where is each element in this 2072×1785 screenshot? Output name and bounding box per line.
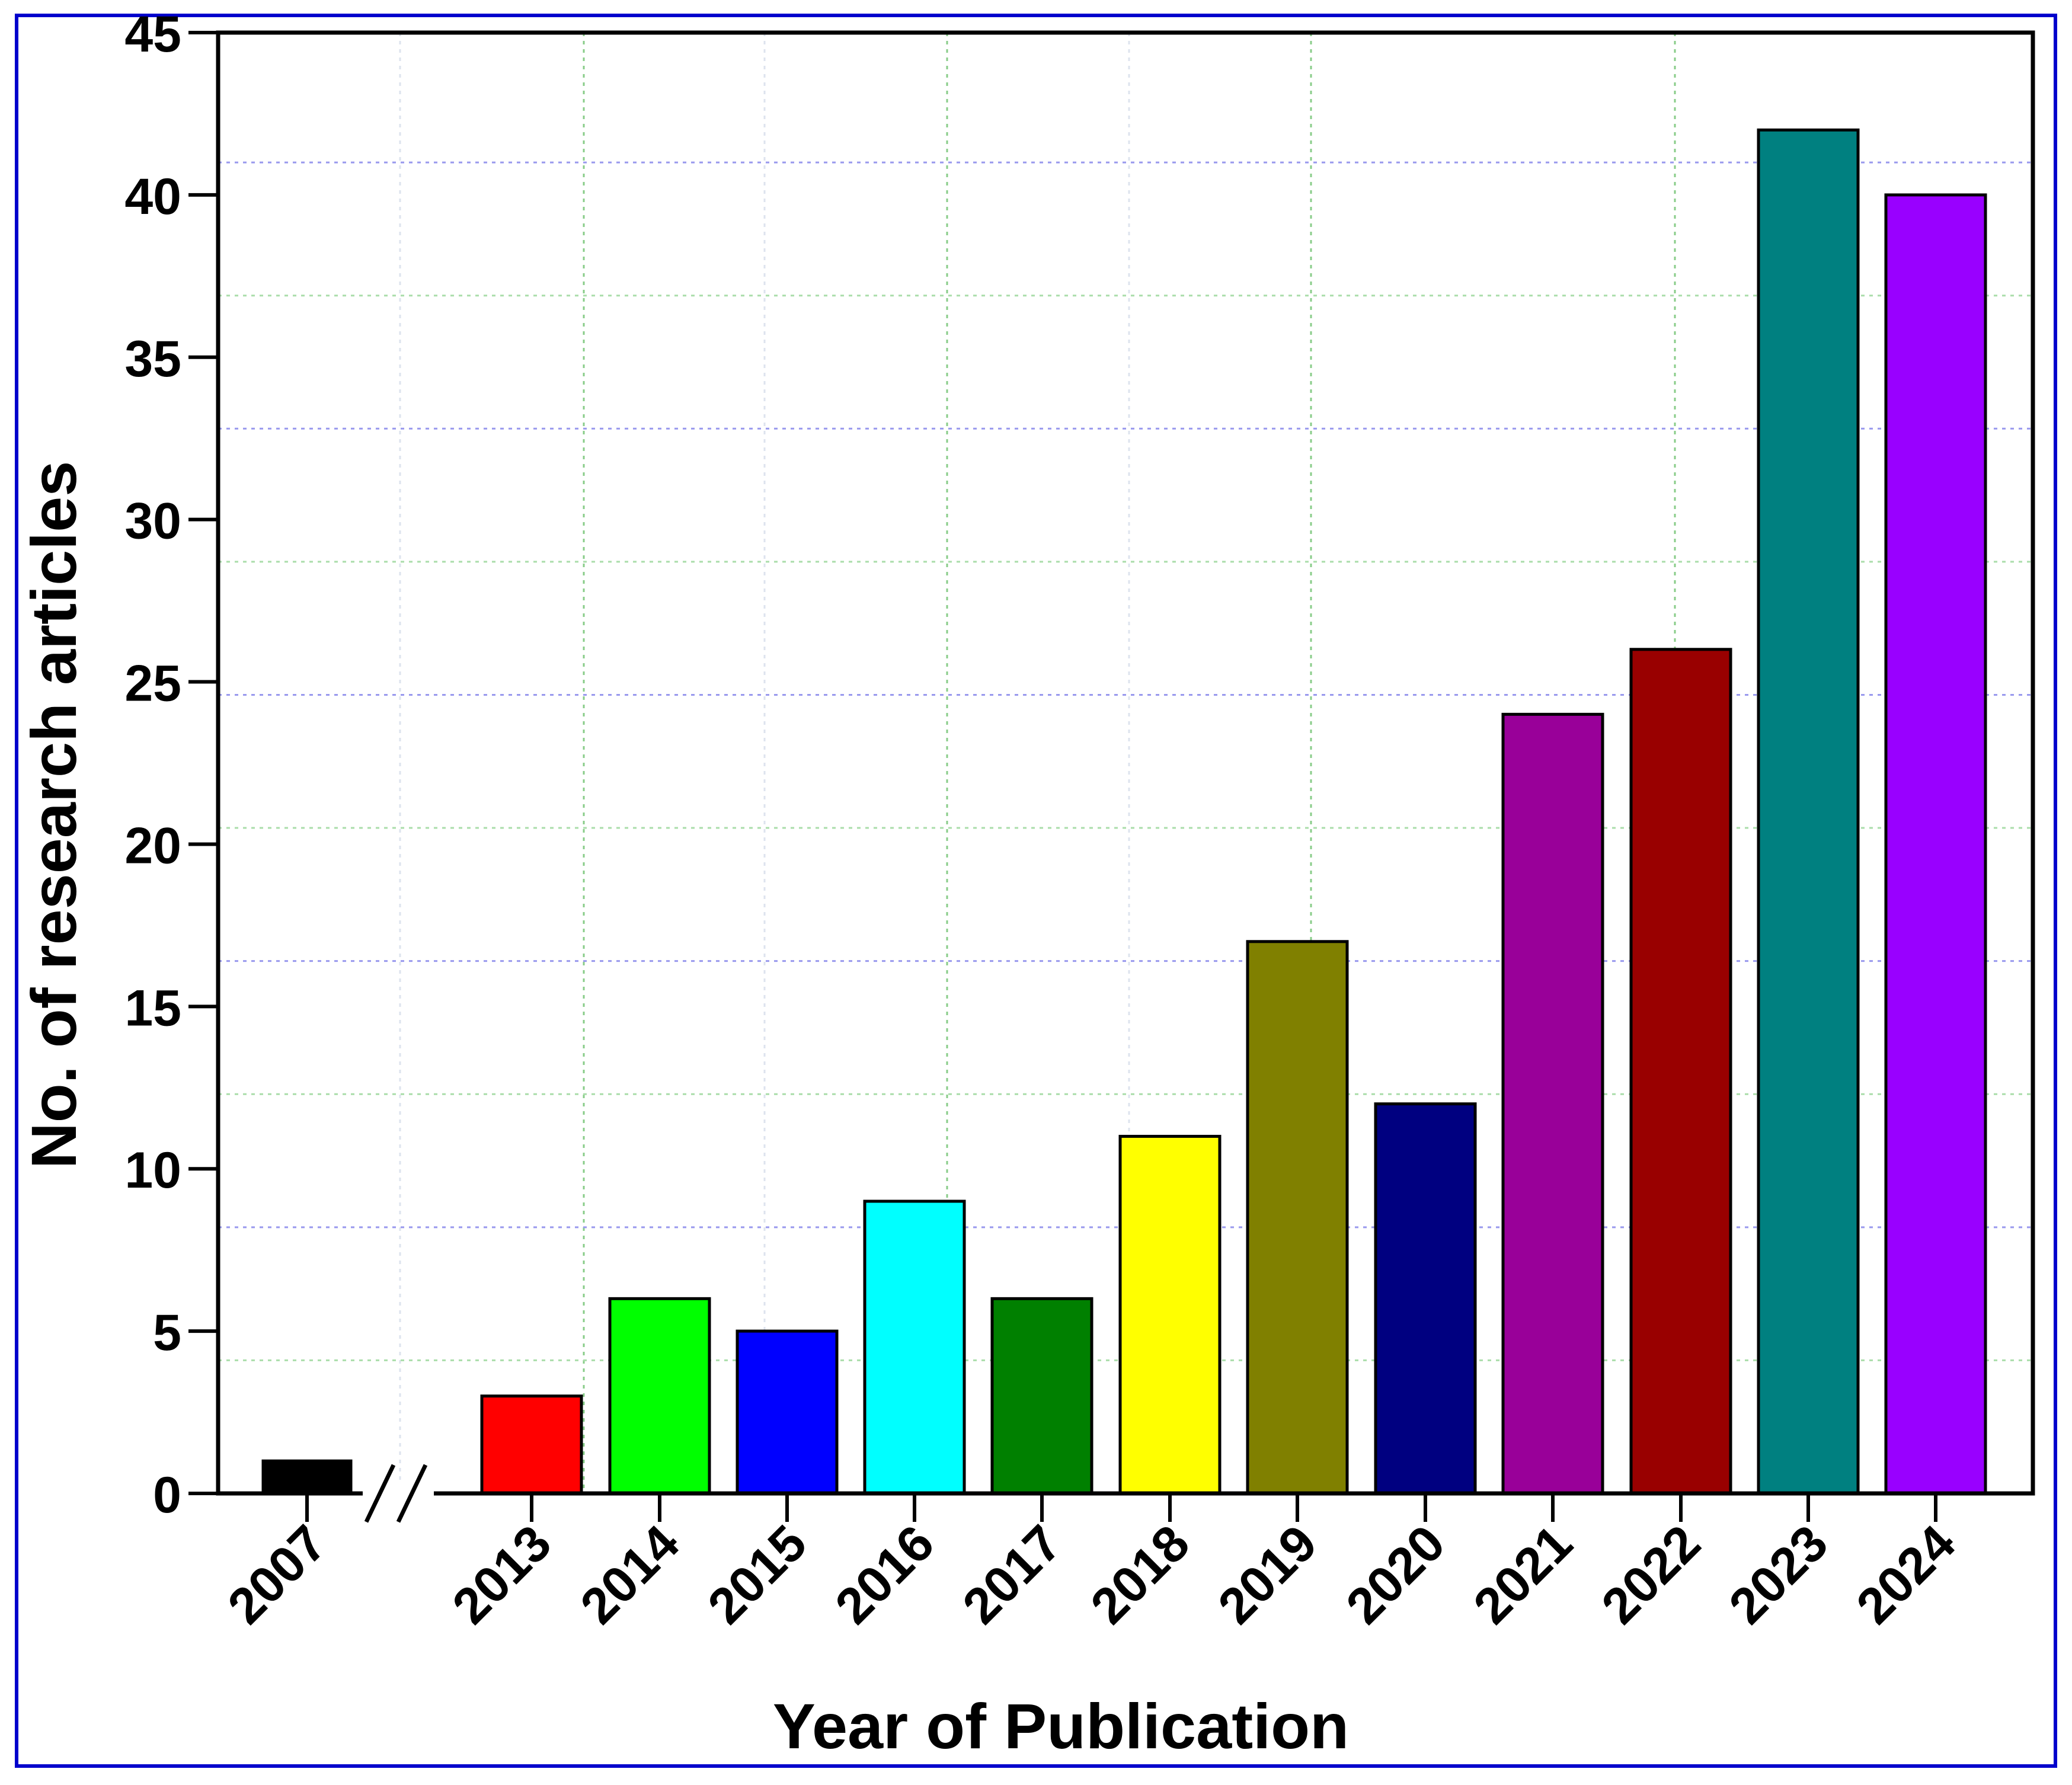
bar-2017 <box>990 1297 1093 1495</box>
y-tick-label: 20 <box>124 817 181 874</box>
plot-frame <box>216 30 2035 1496</box>
y-tick-label: 35 <box>124 331 181 388</box>
y-tick-label: 15 <box>124 980 181 1037</box>
bar-2022 <box>1629 648 1732 1495</box>
axis-break-mark <box>364 1464 396 1523</box>
y-tick-label: 0 <box>153 1467 181 1524</box>
axis-break-mark <box>396 1464 428 1523</box>
y-tick-label: 30 <box>124 493 181 550</box>
axes <box>216 30 2035 1523</box>
bar-2024 <box>1884 193 1987 1495</box>
x-axis-label: Year of Publication <box>773 1690 1349 1762</box>
y-tick-label: 40 <box>124 168 181 225</box>
y-axis-label: No. of research articles <box>18 461 89 1169</box>
bar-2015 <box>736 1329 839 1495</box>
y-ticks: 0 5 10 15 20 25 30 35 40 45 <box>124 6 218 1524</box>
y-tick-label: 25 <box>124 655 181 712</box>
y-tick-label: 5 <box>153 1304 181 1361</box>
axis-break-gap <box>363 1484 434 1503</box>
bar-2021 <box>1501 712 1604 1495</box>
y-tick-label: 45 <box>124 6 181 63</box>
bars <box>261 128 1987 1495</box>
bar-2020 <box>1374 1102 1477 1495</box>
bar-2013 <box>480 1394 583 1495</box>
bar-2014 <box>608 1297 711 1495</box>
y-tick-label: 10 <box>124 1142 181 1199</box>
bar-2018 <box>1118 1134 1222 1495</box>
bar-2016 <box>863 1199 966 1495</box>
bar-2007 <box>261 1459 353 1495</box>
bar-2019 <box>1246 940 1349 1495</box>
bar-2023 <box>1757 128 1860 1495</box>
outer-frame <box>15 14 2057 1768</box>
